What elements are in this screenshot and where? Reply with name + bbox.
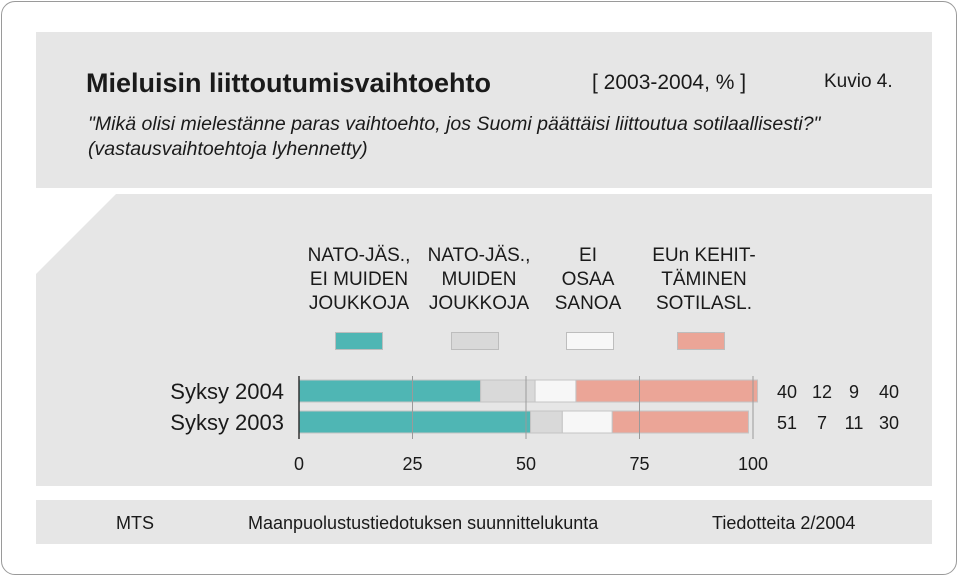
x-tick-label: 50 [516,454,536,474]
corner-cut [36,194,116,274]
bar-segment [298,410,532,434]
legend-label-line: SANOA [554,293,622,314]
legend-swatch [566,332,614,350]
stacked-bar-chart: Syksy 2004 Syksy 2003 0 25 50 75 100 40 12 9 40 51 7… [170,376,899,474]
legend-item-dont-know: EI OSAA SANOA [513,244,663,316]
legend-label-line: TÄMINEN [661,269,747,290]
legend-item-nato-no-others: NATO-JÄS., EI MUIDEN JOUKKOJA [284,244,434,316]
legend-swatch [451,332,499,350]
category-label: Syksy 2003 [170,410,284,435]
legend-swatch [335,332,383,350]
x-tick-label: 25 [402,454,422,474]
bar-segment [298,379,482,403]
legend-label-line: JOUKKOJA [428,293,530,314]
bar-segment [480,379,536,403]
data-label: 7 [817,413,827,433]
footer-left: MTS [116,513,154,533]
footer-center: Maanpuolustustiedotuksen suunnittelukunt… [248,513,599,533]
legend-label-line: OSAA [561,269,615,290]
footer-bar: MTS Maanpuolustustiedotuksen suunnittelu… [36,500,932,544]
footer-right: Tiedotteita 2/2004 [712,513,856,533]
legend-label-line: JOUKKOJA [308,293,410,314]
bar-segment [561,410,613,434]
bar-segment [575,379,759,403]
data-label: 40 [777,382,797,402]
page-title: Mieluisin liittoutumisvaihtoehto [86,68,491,98]
title-range: [ 2003-2004, % ] [592,71,747,94]
data-label: 11 [845,413,864,433]
x-tick-label: 0 [294,454,304,474]
legend-label-line: NATO-JÄS., [427,245,531,266]
bar-segment [611,410,749,434]
legend-label-line: EUn KEHIT- [652,245,756,266]
category-label: Syksy 2004 [170,379,284,404]
legend-label-line: MUIDEN [441,269,517,290]
data-label: 12 [812,382,832,402]
chart-panel: NATO-JÄS., EI MUIDEN JOUKKOJA NATO-JÄS.,… [36,194,932,486]
legend-label-line: EI MUIDEN [309,269,409,290]
data-label: 30 [879,413,899,433]
x-tick-label: 100 [738,454,768,474]
data-label: 40 [879,382,899,402]
legend-swatch [677,332,725,350]
x-tick-label: 75 [629,454,649,474]
legend-label-line: NATO-JÄS., [307,245,411,266]
legend-label-line: SOTILASL. [655,293,753,314]
data-label: 51 [777,413,797,433]
survey-question: "Mikä olisi mielestänne paras vaihtoehto… [88,113,821,160]
figure-label: Kuvio 4. [824,71,893,92]
bar-segment [530,410,563,434]
legend-label-line: EI [579,245,597,266]
legend-item-nato-with-others: NATO-JÄS., MUIDEN JOUKKOJA [404,244,554,316]
legend-item-eu-defence: EUn KEHIT- TÄMINEN SOTILASL. [629,244,779,316]
data-label: 9 [849,382,859,402]
bar-segment [534,379,577,403]
header-panel: Mieluisin liittoutumisvaihtoehto [ 2003-… [36,32,932,188]
